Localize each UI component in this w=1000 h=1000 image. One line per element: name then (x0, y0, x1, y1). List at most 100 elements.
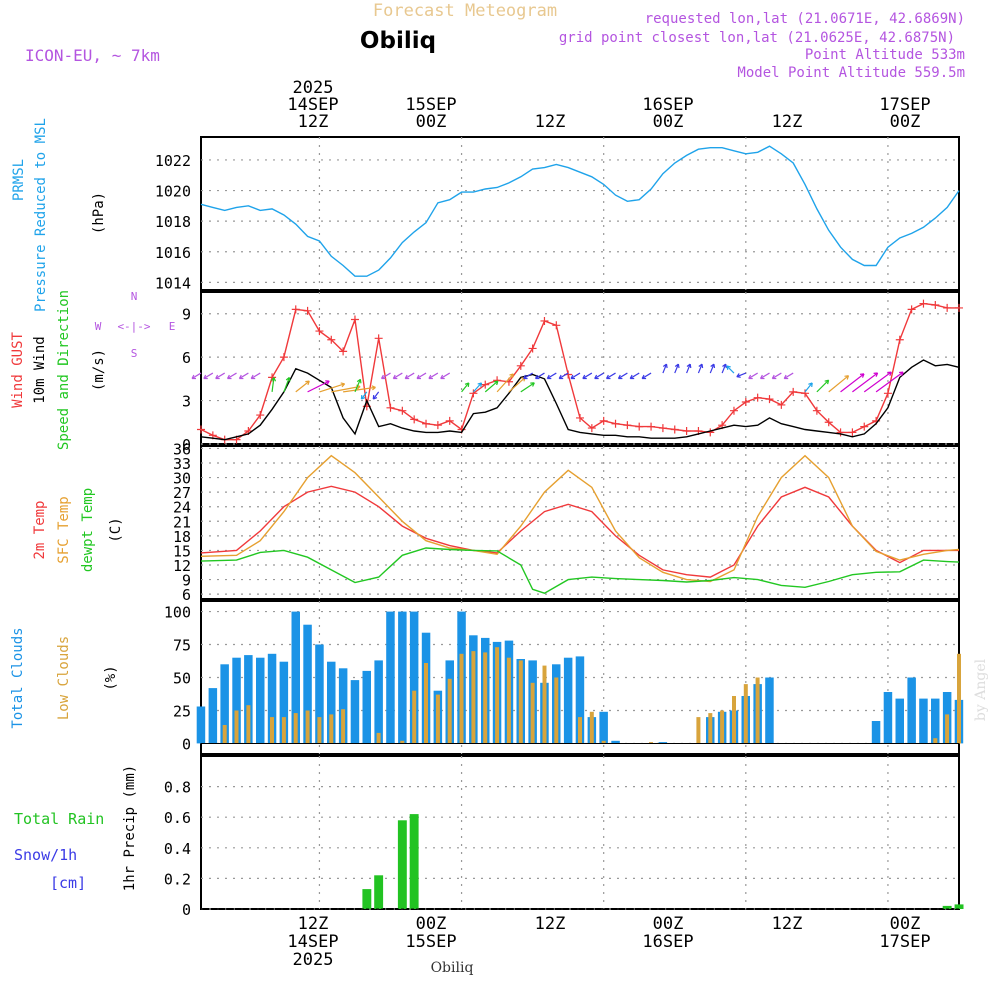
temp-labels: 2m Temp SFC Temp dewpt Temp (C) (32, 488, 124, 572)
wind-arrow-head (722, 363, 727, 369)
wind-arrow-head (698, 363, 704, 369)
bar-low-clouds (483, 652, 488, 744)
bar-total-clouds (267, 653, 277, 744)
y-tick-label: 15 (173, 542, 191, 560)
y-tick-label: 0 (182, 901, 191, 919)
bar-total-clouds (327, 661, 336, 744)
bar-total-rain (374, 875, 384, 909)
gust-marker (729, 406, 738, 415)
wind-arrow-head (440, 374, 445, 380)
wind-arrow-head (371, 385, 376, 391)
bar-low-clouds (222, 725, 227, 744)
y-tick-label: 30 (173, 470, 191, 488)
gust-marker (647, 422, 656, 431)
watermark: by Angel (973, 658, 989, 721)
requested-coords: requested lon,lat (21.0671E, 42.6869N) (645, 11, 965, 27)
bottom-axis-hour: 00Z (890, 914, 921, 934)
wind-arrow-head (605, 374, 611, 380)
bottom-axis-hour: 12Z (772, 914, 803, 934)
compass-n: N (131, 290, 138, 303)
gust-marker (552, 321, 561, 330)
gust-marker (469, 389, 478, 398)
gust-marker (611, 419, 620, 428)
bar-total-clouds (256, 657, 265, 744)
y-tick-label: 100 (164, 604, 191, 622)
bar-low-clouds (518, 660, 523, 744)
y-tick-label: 1014 (155, 274, 191, 292)
bottom-axis-year: 2025 (293, 950, 334, 970)
bar-low-clouds (281, 717, 286, 744)
bar-total-clouds (895, 698, 904, 744)
y-tick-label: 36 (173, 440, 191, 458)
wind-arrow (760, 372, 770, 380)
wind-arrow-head (360, 395, 366, 400)
top-axis-hour: 12Z (298, 112, 329, 132)
top-axis-hour: 12Z (772, 112, 803, 132)
gust-marker (836, 428, 845, 437)
bar-total-rain (397, 820, 407, 909)
bar-low-clouds (649, 742, 653, 744)
bottom-axis-hour: 12Z (535, 914, 566, 934)
bar-low-clouds (601, 740, 606, 744)
gust-marker (599, 416, 608, 425)
point-altitude: Point Altitude 533m (805, 47, 965, 63)
station-title: Obiliq (360, 28, 436, 54)
y-tick-label: 6 (182, 349, 191, 367)
top-axis-hour: 00Z (890, 112, 921, 132)
gust-marker (658, 424, 667, 433)
wind-arrow-head (523, 374, 528, 380)
bar-total-clouds (931, 698, 940, 744)
bar-total-clouds (409, 611, 419, 744)
wind-arrow-head (203, 374, 208, 380)
bar-total-clouds (658, 742, 668, 744)
gust-marker (848, 428, 857, 437)
gust-marker (706, 428, 715, 437)
bar-total-clouds (575, 656, 585, 744)
wind-arrow-head (404, 374, 410, 380)
wind-arrow (558, 372, 569, 380)
pressure-label: Pressure Reduced to MSL (33, 118, 49, 312)
y-tick-label: 25 (173, 702, 191, 720)
wind-arrow (863, 371, 892, 393)
top-axis-hour: 12Z (535, 112, 566, 132)
bar-total-clouds (386, 611, 395, 744)
y-tick-label: 9 (182, 572, 191, 590)
gust-marker (350, 315, 359, 324)
y-tick-label: 0.8 (164, 779, 191, 797)
bar-total-clouds (279, 661, 289, 744)
wind-arrow (618, 372, 628, 380)
y-tick-label: 0.2 (164, 870, 191, 888)
wind-arrow-head (808, 382, 813, 387)
wind-arrow (191, 372, 202, 380)
wind-arrow-head (356, 384, 361, 390)
snow-unit: [cm] (50, 874, 86, 892)
bar-low-clouds (376, 732, 381, 744)
wind-label: 10m Wind (32, 336, 48, 403)
bar-total-clouds (765, 677, 774, 744)
cloud-labels: Total Clouds Low Clouds (%) (10, 627, 119, 728)
bar-low-clouds (589, 711, 594, 744)
wind-arrow-head (736, 373, 741, 378)
gust-marker (931, 301, 940, 310)
wind-arrow-head (582, 374, 587, 380)
wind-arrow-head (356, 378, 362, 384)
bar-low-clouds (708, 713, 713, 744)
y-tick-label: 1020 (155, 183, 191, 201)
bar-total-clouds (919, 698, 928, 744)
bar-total-clouds (599, 711, 608, 744)
wind-arrow (748, 372, 758, 380)
wind-arrow-head (748, 374, 753, 380)
gust-marker (303, 306, 312, 315)
wind-arrow-head (380, 374, 386, 380)
wind-dir-label: Speed and Direction (56, 290, 72, 450)
series-line-10m-wind (200, 359, 960, 441)
wind-arrow-head (873, 372, 879, 377)
panel-1: 0 3 6 9 (182, 291, 963, 454)
bar-total-clouds (374, 660, 383, 744)
bar-total-clouds (883, 692, 893, 744)
wind-arrow (295, 380, 310, 393)
wind-arrow (641, 372, 652, 380)
footer-station: Obiliq (431, 960, 474, 976)
wind-unit: (m/s) (91, 349, 107, 391)
